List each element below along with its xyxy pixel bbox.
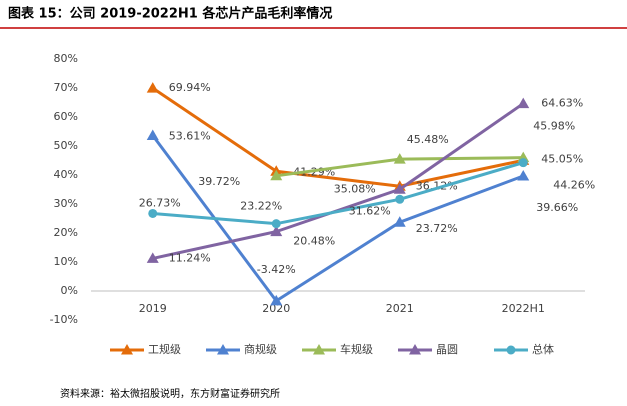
data-label: 45.98%	[533, 120, 575, 133]
data-label: 23.22%	[240, 200, 282, 213]
x-tick-label: 2021	[386, 302, 414, 315]
series-line	[152, 161, 524, 226]
data-label: 39.72%	[198, 175, 240, 188]
marker	[146, 129, 159, 141]
marker	[393, 153, 406, 164]
y-tick-label: 30%	[54, 197, 78, 210]
x-tick-label: 2019	[139, 302, 167, 315]
legend-label: 晶圆	[436, 343, 458, 356]
x-tick-label: 2022H1	[502, 302, 545, 315]
marker	[270, 294, 283, 306]
marker	[217, 344, 229, 355]
data-label: 31.62%	[349, 204, 391, 217]
data-label: 20.48%	[293, 235, 335, 248]
y-tick-label: -10%	[50, 313, 78, 326]
marker	[148, 208, 158, 218]
y-tick-label: 70%	[54, 81, 78, 94]
data-label: 45.48%	[407, 133, 449, 146]
y-tick-label: 20%	[54, 226, 78, 239]
data-label: 23.72%	[416, 222, 458, 235]
source: 资料来源：裕太微招股说明，东方财富证券研究所	[60, 387, 280, 400]
y-tick-label: 50%	[54, 139, 78, 152]
legend-label: 车规级	[340, 342, 373, 356]
data-label: 36.12%	[416, 179, 458, 192]
y-tick-label: 0%	[61, 284, 78, 297]
marker	[271, 219, 281, 229]
legend-label: 商规级	[244, 342, 277, 356]
marker	[146, 252, 159, 263]
data-label: 64.63%	[541, 97, 583, 110]
marker	[518, 158, 528, 168]
marker	[393, 216, 406, 227]
data-label: 45.05%	[541, 152, 583, 165]
legend-label: 工规级	[148, 342, 181, 356]
marker	[313, 344, 325, 355]
series-line	[151, 86, 524, 188]
y-tick-label: 80%	[54, 52, 78, 65]
marker	[506, 345, 516, 355]
marker	[517, 97, 530, 109]
marker	[146, 82, 159, 93]
data-label: 39.66%	[536, 201, 578, 214]
marker	[393, 183, 406, 194]
data-label: 26.73%	[139, 196, 181, 209]
marker	[270, 225, 283, 237]
marker	[121, 344, 133, 355]
y-tick-label: 10%	[54, 255, 78, 268]
marker	[409, 344, 421, 355]
data-label: 11.24%	[169, 251, 211, 264]
chart-title: 图表 15：公司 2019-2022H1 各芯片产品毛利率情况	[8, 6, 332, 22]
marker	[395, 194, 405, 204]
data-label: -3.42%	[257, 263, 296, 276]
y-tick-label: 60%	[54, 110, 78, 123]
legend-label: 总体	[532, 342, 554, 356]
data-label: 44.26%	[553, 179, 595, 192]
data-label: 53.61%	[169, 130, 211, 143]
marker	[517, 169, 530, 181]
data-label: 69.94%	[169, 81, 211, 94]
marker	[270, 169, 283, 181]
data-label: 35.08%	[334, 182, 376, 195]
y-tick-label: 40%	[54, 168, 78, 181]
x-tick-label: 2020	[262, 302, 290, 315]
